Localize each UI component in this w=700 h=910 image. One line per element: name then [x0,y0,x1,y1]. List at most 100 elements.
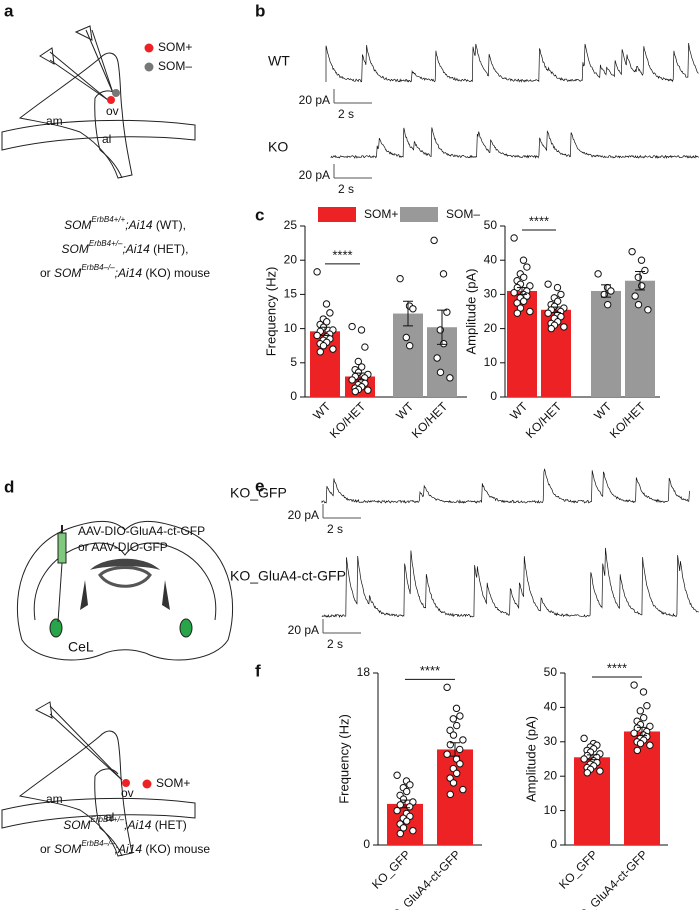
data-point [430,236,438,245]
y-axis-label: Frequency (Hz) [336,714,351,804]
y-tick-label: 0 [363,837,370,851]
data-point [326,309,334,317]
y-axis-label: Frequency (Hz) [263,267,278,357]
scale-label: 2 s [327,637,343,651]
data-point [329,345,337,353]
data-point [403,787,411,796]
data-point [557,290,565,299]
slice-diagram-d [1,701,196,857]
data-point [393,771,401,779]
region-label: ov [121,786,134,800]
data-point [436,368,445,377]
pipette [85,29,114,94]
pipette-head [74,25,93,41]
fiber-tract [1,797,196,829]
caption-text: (HET), [150,242,189,256]
legend-label: SOM– [158,59,192,73]
data-point [364,386,372,394]
caption-text: (KO) mouse [142,266,210,280]
caption-line: or SOMErbB4–/–;Ai14 (KO) mouse [40,839,210,856]
data-point [393,806,401,815]
data-point [319,342,328,350]
data-point [523,263,531,271]
data-point [553,283,562,292]
data-point [440,339,448,348]
data-point [361,343,369,351]
region-label: al [105,810,114,824]
region-label: am [46,792,63,806]
y-tick-label: 30 [484,287,498,301]
current-trace [330,127,699,159]
data-point [580,755,588,763]
data-point [513,299,521,307]
legend-label: SOM– [446,207,480,221]
data-point [594,270,602,278]
scale-label: 20 pA [299,168,330,182]
x-tick-label: KO/HET [523,399,565,441]
y-tick-label: 20 [284,252,298,266]
data-point [557,312,565,321]
data-point [446,374,454,382]
data-point [446,790,454,799]
caption-line: SOMErbB4+/–;Ai14 (HET) [63,815,187,832]
panel-letter: e [255,476,264,495]
pipette [49,59,109,101]
region-label: al [102,132,111,146]
pipette [49,705,123,781]
data-point [633,746,641,755]
data-point [560,323,568,331]
panel-letter: a [4,1,14,20]
data-point [443,683,451,692]
caption-italic: ;Ai14 [115,266,143,280]
data-point [526,282,534,290]
data-point [554,297,562,305]
panel-letter: b [255,1,265,20]
x-tick-label: KO/HET [607,399,649,441]
caption-gene: SOM [64,218,91,232]
data-point [604,300,612,309]
data-point [643,701,651,710]
corpus-callosum [90,558,160,570]
bar [437,749,473,845]
significance-label: **** [332,247,352,262]
data-point [358,363,366,371]
y-tick-label: 10 [284,321,298,335]
trace-label: KO [268,139,288,155]
region-label: CeL [68,639,94,655]
x-tick-label: WT [393,399,417,423]
data-point [583,769,591,777]
slice-diagram-a [1,25,196,179]
current-trace [325,43,699,83]
y-tick-label: 18 [357,665,371,679]
legend-label: SOM+ [364,207,398,221]
hippocampus [98,566,152,588]
data-point [348,376,356,384]
data-point [357,326,366,334]
caption-text: or [40,266,54,280]
region-label: am [46,114,63,128]
data-point [596,767,604,775]
data-point [456,712,464,720]
trace-label: WT [268,53,290,69]
significance-label: **** [529,213,549,228]
caption-sup: ErbB4–/– [81,839,115,848]
legend-swatch [400,207,438,222]
y-axis-label: Amplitude (pA) [523,716,538,802]
data-point [544,309,552,317]
caption-line: SOMErbB4+/+;Ai14 (WT), [64,215,186,232]
data-point [520,273,528,281]
data-point [636,707,644,715]
caption-italic: ;Ai14 [124,818,152,832]
data-point [526,307,534,316]
pipette [91,29,114,94]
data-point [644,306,652,314]
caption-text: (HET) [151,818,186,832]
data-point [580,734,588,743]
x-tick-label: WT [507,399,531,423]
data-point [323,318,331,326]
data-point [646,741,654,749]
data-point [607,287,615,295]
data-point [631,292,639,300]
caption-sup: ErbB4+/+ [91,215,125,224]
data-point [547,324,555,333]
